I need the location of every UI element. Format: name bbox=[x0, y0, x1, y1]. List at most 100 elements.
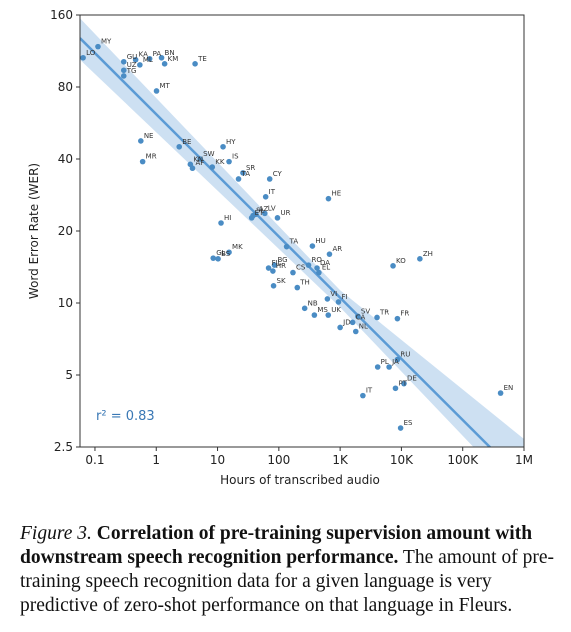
point bbox=[218, 220, 224, 226]
point-label: HI bbox=[224, 214, 231, 222]
point-label: JA bbox=[391, 358, 399, 366]
point bbox=[360, 392, 366, 399]
point bbox=[497, 390, 504, 396]
y-tick-label: 160 bbox=[50, 8, 73, 22]
plot-area bbox=[80, 18, 524, 447]
point bbox=[417, 256, 423, 262]
point bbox=[220, 143, 226, 150]
point-label: SW bbox=[203, 150, 214, 158]
x-tick-label: 10 bbox=[210, 453, 225, 467]
axes-frame bbox=[79, 14, 525, 448]
point-label: NL bbox=[359, 323, 368, 331]
point bbox=[337, 324, 343, 331]
point-label: ET bbox=[255, 209, 264, 217]
point bbox=[283, 243, 290, 250]
point bbox=[305, 262, 312, 268]
point-label: MT bbox=[160, 82, 171, 90]
point-label: VI bbox=[330, 290, 337, 298]
point-label: FR bbox=[400, 310, 409, 318]
point-label: NE bbox=[144, 132, 154, 140]
point bbox=[262, 193, 269, 200]
point bbox=[394, 315, 401, 322]
point-label: IT bbox=[366, 387, 373, 395]
x-tick-label: 10K bbox=[390, 453, 414, 467]
point-label: KN bbox=[193, 155, 203, 163]
point-label: MS bbox=[317, 306, 328, 314]
point-label: RU bbox=[400, 351, 410, 359]
x-tick-label: 1K bbox=[332, 453, 349, 467]
point-label: TG bbox=[126, 67, 137, 75]
point-label: TA bbox=[289, 238, 299, 246]
point-label: HY bbox=[226, 138, 236, 146]
point bbox=[274, 215, 281, 221]
point bbox=[209, 164, 216, 170]
point bbox=[290, 269, 296, 276]
point bbox=[335, 299, 342, 305]
point bbox=[401, 380, 407, 387]
x-axis-label: Hours of transcribed audio bbox=[220, 473, 380, 487]
point bbox=[374, 364, 381, 370]
point-label: BG bbox=[278, 256, 288, 264]
point bbox=[189, 165, 196, 172]
point bbox=[240, 170, 246, 176]
point bbox=[294, 284, 301, 291]
point bbox=[132, 56, 139, 63]
x-tick-label: 1 bbox=[152, 453, 160, 467]
point-label: MY bbox=[101, 38, 112, 46]
x-tick-label: 100K bbox=[447, 453, 479, 467]
point-label: AZ bbox=[259, 205, 269, 213]
point bbox=[210, 255, 217, 261]
point-label: FI bbox=[341, 293, 347, 301]
point-label: ML bbox=[143, 56, 153, 64]
caption-title: Correlation of pre-training supervision … bbox=[20, 523, 533, 568]
point-label: KO bbox=[396, 257, 406, 265]
point bbox=[265, 265, 272, 271]
point-label: HE bbox=[331, 190, 341, 198]
point bbox=[324, 296, 331, 302]
y-tick-label: 80 bbox=[58, 80, 73, 94]
point-label: SV bbox=[361, 307, 370, 315]
point-label: TA bbox=[241, 170, 251, 178]
y-tick-label: 5 bbox=[65, 368, 73, 382]
point bbox=[326, 251, 333, 257]
point bbox=[137, 62, 143, 68]
point-label: BE bbox=[182, 138, 191, 146]
point-label: FIL bbox=[272, 259, 282, 267]
point bbox=[120, 73, 127, 79]
point-label: LO bbox=[86, 49, 96, 57]
point bbox=[270, 268, 276, 274]
point-label: IS bbox=[232, 153, 239, 161]
point-label: LV bbox=[268, 204, 276, 212]
point-label: KA bbox=[139, 51, 148, 59]
y-axis-label: Word Error Rate (WER) bbox=[27, 163, 41, 299]
point-label: RO bbox=[312, 256, 323, 264]
point-label: SK bbox=[277, 277, 286, 285]
point bbox=[235, 176, 242, 182]
point bbox=[355, 313, 361, 320]
point-label: UZ bbox=[127, 61, 137, 69]
point-label: UK bbox=[331, 306, 341, 314]
point bbox=[158, 54, 165, 61]
x-tick-label: 1M bbox=[515, 453, 533, 467]
point-label: DA bbox=[320, 259, 330, 267]
point-label: HR bbox=[276, 262, 286, 270]
point-label: GL bbox=[216, 249, 225, 257]
point-label: UR bbox=[280, 209, 290, 217]
point-label: TH bbox=[299, 279, 310, 287]
point bbox=[352, 328, 359, 335]
confidence-band bbox=[80, 18, 524, 447]
point-label: BS bbox=[221, 250, 231, 258]
caption: Figure 3. Correlation of pre-training su… bbox=[20, 522, 555, 618]
x-tick-label: 0.1 bbox=[85, 453, 104, 467]
point-label: JD bbox=[342, 318, 350, 326]
caption-text: The amount of pre-training speech recogn… bbox=[20, 547, 554, 616]
point bbox=[301, 305, 308, 312]
x-tick-label: 100 bbox=[267, 453, 290, 467]
fit-line bbox=[80, 37, 492, 447]
y-tick-label: 2.5 bbox=[54, 440, 73, 454]
point bbox=[197, 156, 203, 162]
chart: Hours of transcribed audio Word Error Ra… bbox=[27, 8, 533, 487]
point bbox=[138, 138, 144, 144]
point bbox=[394, 356, 401, 363]
point-label: NB bbox=[308, 299, 318, 307]
